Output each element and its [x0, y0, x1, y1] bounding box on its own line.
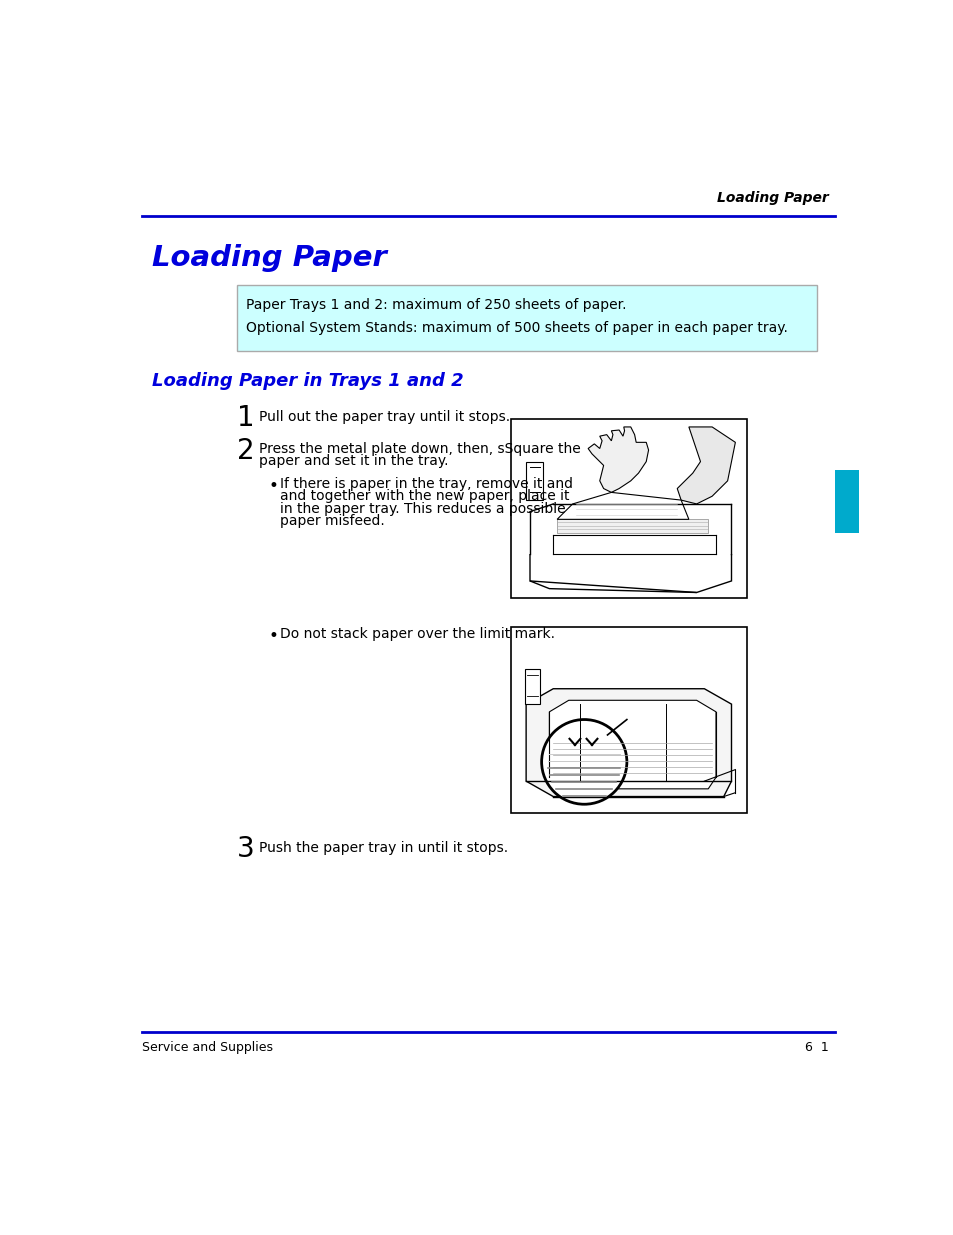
Polygon shape	[549, 700, 716, 789]
Bar	[525, 462, 542, 500]
Text: Paper Trays 1 and 2: maximum of 250 sheets of paper.: Paper Trays 1 and 2: maximum of 250 shee…	[246, 298, 626, 311]
Circle shape	[541, 720, 626, 804]
Polygon shape	[525, 689, 731, 797]
Text: 3: 3	[236, 835, 254, 863]
Text: paper misfeed.: paper misfeed.	[280, 514, 385, 527]
Bar	[524, 669, 539, 704]
Text: Push the paper tray in until it stops.: Push the paper tray in until it stops.	[258, 841, 507, 855]
Bar	[835, 471, 858, 534]
Text: Do not stack paper over the limit mark.: Do not stack paper over the limit mark.	[280, 627, 555, 641]
Text: in the paper tray. This reduces a possible: in the paper tray. This reduces a possib…	[280, 501, 565, 516]
Text: Service and Supplies: Service and Supplies	[142, 1041, 274, 1055]
Text: 6  1: 6 1	[804, 1041, 828, 1055]
Polygon shape	[587, 427, 648, 493]
Text: Loading Paper: Loading Paper	[717, 191, 828, 205]
Text: Press the metal plate down, then, sSquare the: Press the metal plate down, then, sSquar…	[258, 442, 579, 456]
Text: and together with the new paper, place it: and together with the new paper, place i…	[280, 489, 569, 504]
Text: •: •	[268, 477, 277, 495]
Text: Optional System Stands: maximum of 500 sheets of paper in each paper tray.: Optional System Stands: maximum of 500 s…	[246, 321, 787, 335]
Text: If there is paper in the tray, remove it and: If there is paper in the tray, remove it…	[280, 477, 573, 492]
Text: paper and set it in the tray.: paper and set it in the tray.	[258, 454, 448, 468]
Bar	[510, 627, 746, 814]
Text: Pull out the paper tray until it stops.: Pull out the paper tray until it stops.	[258, 410, 509, 424]
Bar	[236, 285, 816, 351]
Text: 1: 1	[236, 404, 254, 432]
Text: Loading Paper: Loading Paper	[152, 245, 386, 273]
Text: •: •	[268, 627, 277, 645]
Bar	[557, 520, 707, 534]
Polygon shape	[557, 493, 688, 520]
Text: Loading Paper in Trays 1 and 2: Loading Paper in Trays 1 and 2	[152, 372, 463, 389]
Bar	[510, 419, 746, 598]
Text: 2: 2	[236, 437, 254, 464]
Polygon shape	[677, 427, 735, 504]
